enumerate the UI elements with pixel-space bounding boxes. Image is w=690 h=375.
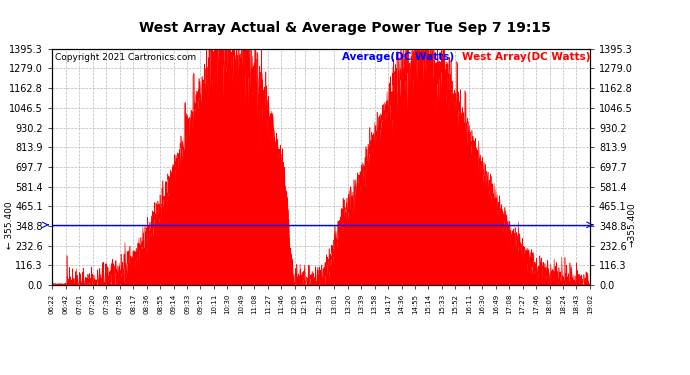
Text: West Array(DC Watts): West Array(DC Watts) [462,53,591,63]
Text: West Array Actual & Average Power Tue Sep 7 19:15: West Array Actual & Average Power Tue Se… [139,21,551,34]
Text: ← 355.400: ← 355.400 [5,201,14,249]
Text: Average(DC Watts): Average(DC Watts) [342,53,454,63]
Text: Copyright 2021 Cartronics.com: Copyright 2021 Cartronics.com [55,53,197,62]
Text: →355.400: →355.400 [628,202,637,247]
